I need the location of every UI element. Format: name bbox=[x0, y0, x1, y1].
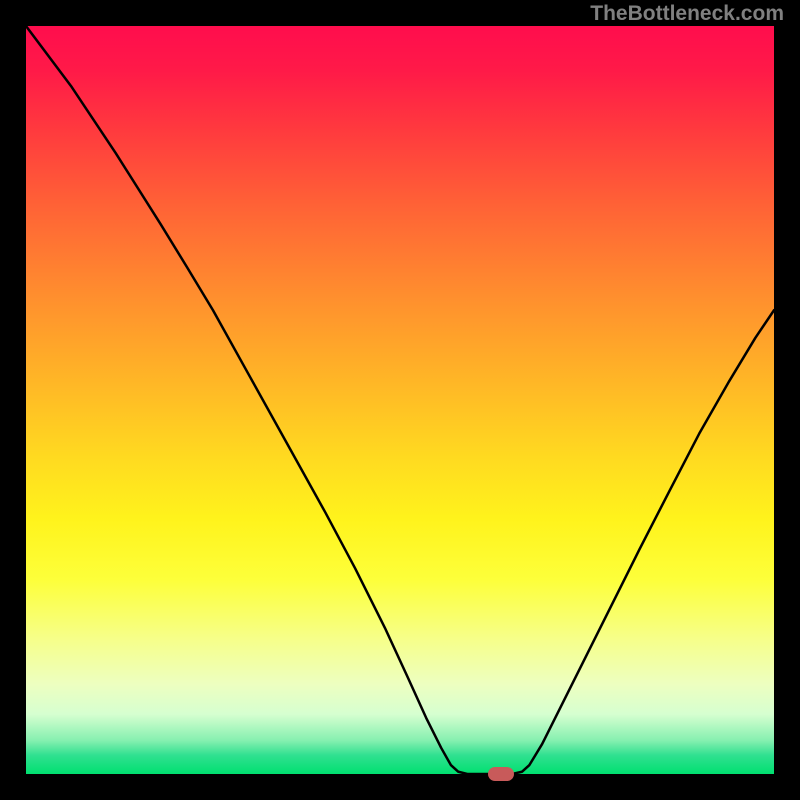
chart-frame: TheBottleneck.com bbox=[0, 0, 800, 800]
optimal-point-marker bbox=[488, 767, 514, 781]
plot-area bbox=[26, 26, 774, 774]
watermark-text: TheBottleneck.com bbox=[590, 2, 784, 26]
chart-svg bbox=[26, 26, 774, 774]
